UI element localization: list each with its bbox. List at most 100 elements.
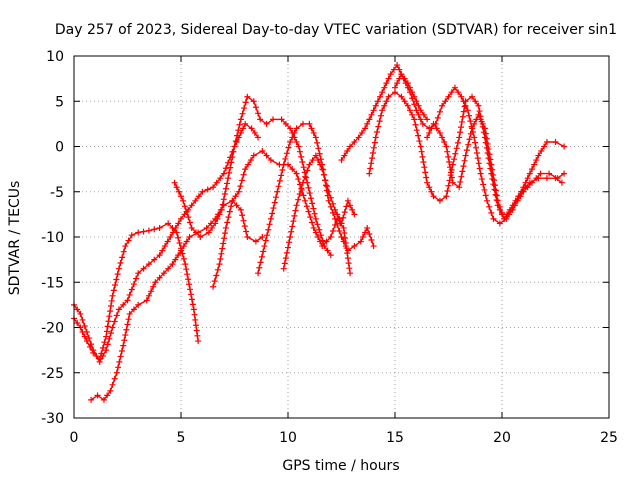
data-point: [475, 111, 482, 118]
series-arc-8: [338, 62, 568, 227]
data-point: [351, 211, 358, 218]
data-point-fill: [467, 118, 474, 125]
data-point-fill: [329, 227, 336, 234]
data-point-fill: [423, 174, 430, 181]
data-point-fill: [327, 194, 334, 201]
data-point-fill: [323, 238, 330, 245]
data-point-fill: [116, 358, 123, 365]
data-point: [252, 238, 259, 245]
data-point-fill: [130, 281, 137, 288]
data-point: [122, 243, 129, 250]
data-point-fill: [161, 243, 168, 250]
y-tick-label: -10: [41, 230, 64, 246]
x-tick-label: 5: [177, 430, 186, 446]
data-point-fill: [324, 247, 331, 254]
data-point-fill: [291, 212, 298, 219]
data-point-fill: [422, 169, 429, 176]
data-point-fill: [183, 208, 190, 215]
series-arc-6: [255, 120, 377, 277]
data-point: [182, 261, 189, 268]
data-point: [250, 152, 257, 159]
series-arc-10: [424, 111, 565, 222]
data-point: [306, 161, 313, 168]
data-point-fill: [286, 239, 293, 246]
data-point: [287, 138, 294, 145]
data-point-fill: [385, 75, 392, 82]
data-point: [237, 206, 244, 213]
data-point: [518, 188, 525, 195]
data-point-fill: [104, 341, 111, 348]
data-point-fill: [411, 101, 418, 108]
data-point-fill: [538, 148, 545, 155]
data-point-fill: [447, 169, 454, 176]
data-point-fill: [485, 146, 492, 153]
data-point-fill: [222, 230, 229, 237]
data-point-fill: [396, 66, 403, 73]
data-point: [443, 143, 450, 150]
y-axis-label: SDTVAR / TECUs: [7, 181, 23, 296]
data-point: [471, 134, 478, 141]
data-point-fill: [466, 136, 473, 143]
data-point-fill: [194, 332, 201, 339]
data-layer: [71, 62, 568, 403]
data-point: [96, 358, 103, 365]
data-point: [430, 120, 437, 127]
data-point: [263, 120, 270, 127]
y-tick-label: 5: [55, 94, 64, 110]
data-point-fill: [370, 107, 377, 114]
data-point-fill: [222, 185, 229, 192]
data-point: [464, 107, 471, 114]
data-point-fill: [124, 321, 131, 328]
data-point-fill: [307, 214, 314, 221]
data-point-fill: [218, 250, 225, 257]
data-point-fill: [180, 243, 187, 250]
data-point-fill: [106, 335, 113, 342]
chart-title: Day 257 of 2023, Sidereal Day-to-day VTE…: [55, 22, 617, 38]
data-point-fill: [217, 175, 224, 182]
data-point: [364, 224, 371, 231]
data-point-fill: [103, 328, 110, 335]
data-point-fill: [226, 208, 233, 215]
data-point-fill: [140, 228, 147, 235]
y-tick-label: -30: [41, 411, 64, 427]
data-point-fill: [113, 276, 120, 283]
data-point-fill: [186, 281, 193, 288]
data-point: [325, 197, 332, 204]
data-point-fill: [240, 125, 247, 132]
data-point-fill: [524, 175, 531, 182]
data-point-fill: [436, 108, 443, 115]
data-point: [156, 224, 163, 231]
data-point: [299, 179, 306, 186]
data-point: [259, 148, 266, 155]
data-point-fill: [368, 237, 375, 244]
data-point: [494, 197, 501, 204]
data-point-fill: [493, 192, 500, 199]
data-point-fill: [283, 249, 290, 256]
data-point: [186, 234, 193, 240]
data-point-fill: [465, 141, 472, 148]
data-point-fill: [213, 179, 220, 186]
data-point-fill: [457, 129, 464, 136]
data-point-fill: [492, 187, 499, 194]
data-point: [398, 93, 405, 100]
data-point-fill: [418, 148, 425, 155]
y-tick-label: 10: [46, 49, 64, 65]
data-point-fill: [238, 177, 245, 184]
data-point-fill: [364, 120, 371, 127]
data-point-fill: [214, 266, 221, 273]
data-point-fill: [394, 80, 401, 87]
data-point: [496, 220, 503, 227]
data-point-fill: [448, 89, 455, 96]
data-point-fill: [310, 129, 317, 136]
data-point: [188, 202, 195, 209]
data-point: [205, 229, 212, 236]
data-point: [274, 188, 281, 195]
data-point: [344, 247, 351, 254]
data-point: [469, 125, 476, 132]
data-point-fill: [282, 120, 289, 127]
data-point-fill: [230, 148, 237, 155]
data-point: [387, 71, 394, 78]
data-point-fill: [342, 235, 349, 242]
data-point: [293, 125, 300, 132]
data-point-fill: [74, 306, 81, 313]
